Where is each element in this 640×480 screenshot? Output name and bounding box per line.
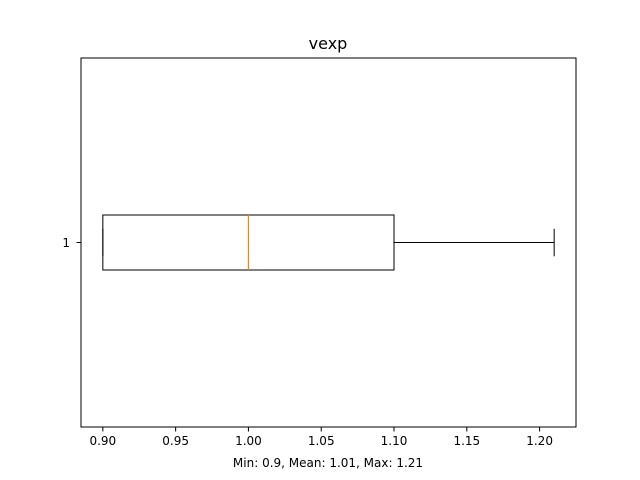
x-axis-label: Min: 0.9, Mean: 1.01, Max: 1.21 — [233, 456, 423, 470]
y-tick-label: 1 — [62, 236, 70, 250]
chart-title: vexp — [309, 34, 348, 53]
x-tick-label: 0.95 — [162, 434, 189, 448]
x-tick-label: 1.10 — [381, 434, 408, 448]
x-tick-label: 1.20 — [526, 434, 553, 448]
x-tick-label: 1.05 — [308, 434, 335, 448]
x-tick-label: 1.00 — [235, 434, 262, 448]
x-tick-label: 0.90 — [89, 434, 116, 448]
plot-area: 0.90 0.95 1.00 1.05 1.10 1.15 1.20 1 — [62, 57, 577, 448]
x-tick-label: 1.15 — [453, 434, 480, 448]
